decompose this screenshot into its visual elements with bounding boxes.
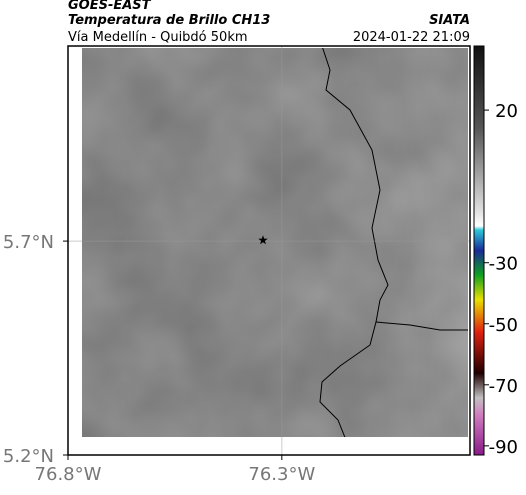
x-tick-label: 76.8°W: [35, 464, 102, 485]
colorbar-tick-label: -70: [489, 376, 518, 397]
subtitle: Temperatura de Brillo CH13: [68, 13, 270, 28]
y-tick-label: 5.7°N: [3, 232, 54, 253]
colorbar-tick-label: -90: [489, 437, 518, 458]
source: SIATA: [429, 13, 470, 28]
colorbar-tick-label: -50: [489, 315, 518, 336]
region: Vía Medellín - Quibdó 50km: [68, 30, 248, 45]
location-marker: [258, 235, 268, 245]
colorbar-tick-label: 20: [495, 101, 518, 122]
x-tick-label: 76.3°W: [248, 464, 315, 485]
title: GOES-EAST: [68, 0, 152, 13]
border: [319, 48, 468, 437]
colorbar: [473, 45, 485, 456]
satellite-image: [82, 48, 468, 437]
y-tick-label: 5.2°N: [3, 446, 54, 467]
colorbar-tick-label: -30: [489, 254, 518, 275]
timestamp: 2024-01-22 21:09: [353, 30, 470, 45]
map-frame: [67, 45, 471, 456]
